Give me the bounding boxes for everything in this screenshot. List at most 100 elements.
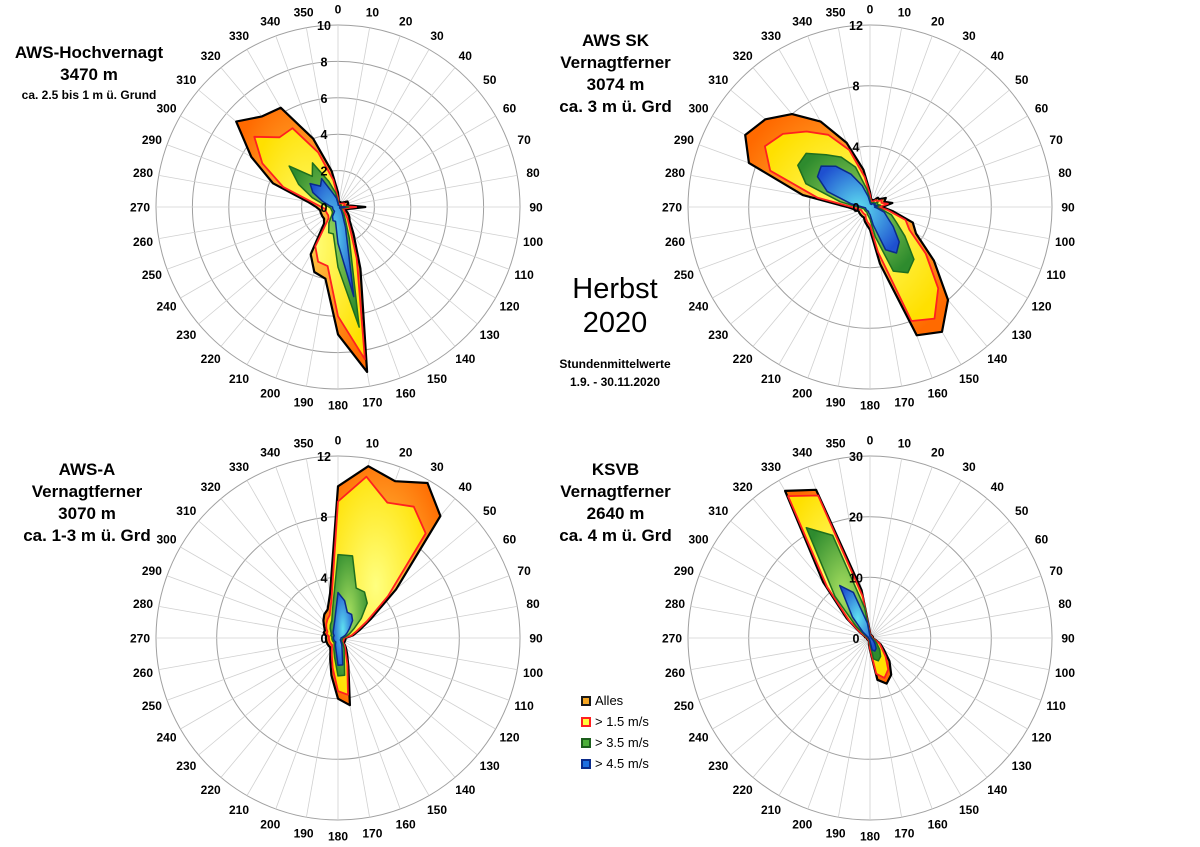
grid-spoke xyxy=(698,206,871,270)
direction-label: 230 xyxy=(708,759,728,773)
radial-tick-label: 10 xyxy=(849,571,863,585)
grid-spoke xyxy=(337,637,518,670)
direction-label: 90 xyxy=(1061,632,1075,646)
direction-label: 310 xyxy=(708,504,728,518)
radial-tick-label: 10 xyxy=(317,19,331,33)
grid-spoke xyxy=(869,144,1042,208)
grid-spoke xyxy=(869,520,1010,639)
direction-label: 180 xyxy=(860,399,880,413)
radial-tick-label: 30 xyxy=(849,450,863,464)
direction-label: 300 xyxy=(156,533,176,547)
direction-label: 30 xyxy=(430,29,444,43)
direction-label: 200 xyxy=(792,387,812,401)
direction-label: 80 xyxy=(1058,166,1072,180)
series-1-5-m-s xyxy=(325,475,427,696)
season-year: 2020 xyxy=(582,307,648,339)
station-name: AWS SK xyxy=(581,31,650,50)
direction-label: 40 xyxy=(991,49,1005,63)
grid-spoke xyxy=(778,206,871,365)
station-title-aws-a: AWS-A Vernagtferner 3070 m ca. 1-3 m ü. … xyxy=(12,459,162,547)
radial-tick-label: 12 xyxy=(317,450,331,464)
grid-spoke xyxy=(158,637,339,670)
direction-label: 200 xyxy=(260,387,280,401)
direction-label: 320 xyxy=(733,49,753,63)
direction-label: 20 xyxy=(399,445,413,459)
grid-spoke xyxy=(337,637,456,778)
grid-spoke xyxy=(337,49,430,208)
grid-spoke xyxy=(869,546,1028,639)
direction-label: 180 xyxy=(328,399,348,413)
radial-tick-label: 4 xyxy=(321,571,328,585)
legend-label: > 3.5 m/s xyxy=(595,735,649,750)
legend-swatch xyxy=(581,737,591,748)
direction-label: 0 xyxy=(335,434,342,448)
station-name: KSVB xyxy=(591,460,640,479)
station-elevation: 3470 m xyxy=(60,65,118,84)
direction-label: 110 xyxy=(514,699,534,713)
direction-label: 190 xyxy=(294,827,314,841)
direction-label: 0 xyxy=(867,434,874,448)
grid-spoke xyxy=(180,637,339,730)
direction-label: 350 xyxy=(826,437,846,451)
direction-label: 210 xyxy=(761,372,781,386)
direction-label: 140 xyxy=(987,352,1007,366)
direction-label: 100 xyxy=(1055,666,1075,680)
grid-spoke xyxy=(869,27,902,208)
grid-spoke xyxy=(869,606,1050,639)
direction-label: 50 xyxy=(483,73,497,87)
direction-label: 290 xyxy=(674,133,694,147)
grid-spoke xyxy=(690,606,871,639)
series-1-5-m-s xyxy=(253,127,366,361)
direction-label: 250 xyxy=(674,699,694,713)
grid-spoke xyxy=(337,206,456,347)
direction-label: 80 xyxy=(526,597,540,611)
direction-label: 10 xyxy=(366,437,380,451)
direction-label: 170 xyxy=(362,396,382,410)
direction-label: 290 xyxy=(674,564,694,578)
direction-label: 60 xyxy=(503,533,517,547)
direction-label: 160 xyxy=(396,387,416,401)
grid-spoke xyxy=(337,67,456,208)
direction-label: 100 xyxy=(1055,235,1075,249)
direction-label: 210 xyxy=(229,372,249,386)
direction-label: 310 xyxy=(176,504,196,518)
station-elevation: 3074 m xyxy=(586,75,645,94)
grid-spoke xyxy=(712,546,871,639)
grid-spoke xyxy=(752,206,871,347)
direction-label: 270 xyxy=(662,632,682,646)
grid-spoke xyxy=(337,206,478,325)
grid-spoke xyxy=(869,637,1010,756)
radial-tick-label: 20 xyxy=(849,511,863,525)
direction-label: 50 xyxy=(1015,504,1029,518)
grid-spoke xyxy=(337,606,518,639)
grid-spoke xyxy=(869,637,1050,670)
legend-item: > 3.5 m/s xyxy=(581,732,649,753)
direction-label: 250 xyxy=(142,699,162,713)
direction-label: 260 xyxy=(133,666,153,680)
grid-spoke xyxy=(337,175,518,208)
direction-label: 120 xyxy=(499,731,519,745)
direction-label: 90 xyxy=(1061,201,1075,215)
direction-label: 20 xyxy=(931,14,945,28)
direction-label: 10 xyxy=(898,437,912,451)
direction-label: 220 xyxy=(201,352,221,366)
season-title: Herbst 2020 xyxy=(520,272,710,340)
station-elevation: 2640 m xyxy=(586,504,645,523)
legend-label: > 1.5 m/s xyxy=(595,714,649,729)
direction-label: 150 xyxy=(427,372,447,386)
direction-label: 110 xyxy=(1046,699,1066,713)
radial-tick-label: 4 xyxy=(853,140,860,154)
direction-label: 340 xyxy=(260,445,280,459)
direction-label: 180 xyxy=(860,830,880,844)
direction-label: 70 xyxy=(1049,133,1063,147)
grid-spoke xyxy=(337,637,478,756)
grid-spoke xyxy=(337,27,370,208)
grid-spoke xyxy=(869,466,933,639)
grid-spoke xyxy=(698,575,871,639)
direction-label: 80 xyxy=(526,166,540,180)
grid-spoke xyxy=(690,206,871,239)
station-glacier: Vernagtferner xyxy=(31,482,143,501)
grid-spoke xyxy=(869,115,1028,208)
wind-rose-2: 0 102030405060708090100110120130140150160… xyxy=(662,3,1075,413)
direction-label: 20 xyxy=(399,14,413,28)
